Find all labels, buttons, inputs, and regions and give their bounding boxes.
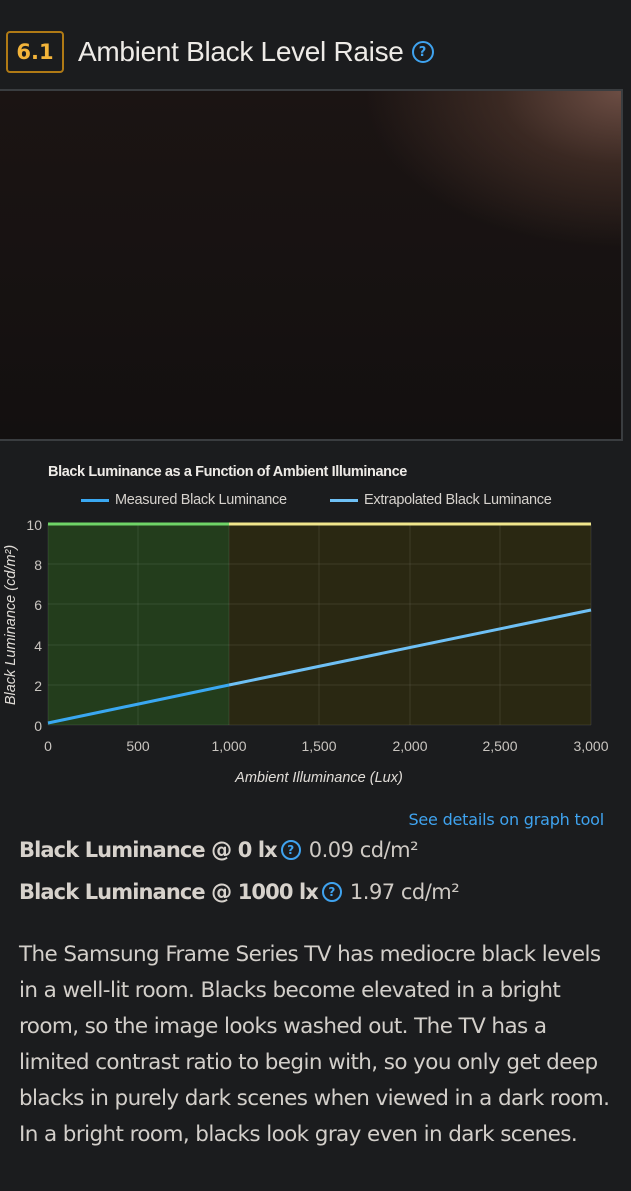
legend-label-measured: Measured Black Luminance xyxy=(115,492,287,508)
y-axis-title: Black Luminance (cd/m²) xyxy=(3,545,19,705)
svg-text:2: 2 xyxy=(34,678,42,694)
svg-text:500: 500 xyxy=(126,738,150,754)
svg-text:10: 10 xyxy=(26,517,42,533)
svg-text:2,000: 2,000 xyxy=(392,738,427,754)
x-axis-ticks: 0 500 1,000 1,500 2,000 2,500 3,000 xyxy=(44,738,609,754)
legend-item-measured[interactable]: Measured Black Luminance xyxy=(81,492,287,508)
section-header: 6.1 Ambient Black Level Raise ? xyxy=(6,31,434,73)
svg-text:1,500: 1,500 xyxy=(301,738,336,754)
graph-tool-link[interactable]: See details on graph tool xyxy=(408,810,604,829)
stat-label: Black Luminance @ 0 lx xyxy=(19,838,278,862)
question-circle-icon[interactable]: ? xyxy=(280,840,301,860)
svg-text:2,500: 2,500 xyxy=(482,738,517,754)
legend-item-extrapolated[interactable]: Extrapolated Black Luminance xyxy=(330,492,552,508)
yellow-zone xyxy=(229,524,591,725)
x-axis-title: Ambient Illuminance (Lux) xyxy=(234,770,403,786)
stat-value: 0.09 cd/m² xyxy=(308,838,419,862)
description-text: The Samsung Frame Series TV has mediocre… xyxy=(19,942,610,1147)
stat-row-0lx: Black Luminance @ 0 lx ? 0.09 cd/m² xyxy=(19,838,419,862)
question-circle-icon[interactable]: ? xyxy=(411,41,434,63)
svg-text:8: 8 xyxy=(34,557,42,573)
legend-swatch-measured xyxy=(81,498,109,502)
stat-value: 1.97 cd/m² xyxy=(349,880,460,904)
measured-line xyxy=(47,683,230,725)
chart-title: Black Luminance as a Function of Ambient… xyxy=(48,464,407,480)
stat-row-1000lx: Black Luminance @ 1000 lx ? 1.97 cd/m² xyxy=(19,880,460,904)
svg-text:3,000: 3,000 xyxy=(573,738,608,754)
svg-text:6: 6 xyxy=(34,597,42,613)
question-circle-icon[interactable]: ? xyxy=(321,882,342,902)
section-title: Ambient Black Level Raise xyxy=(78,36,404,67)
legend-swatch-extrapolated xyxy=(330,498,358,502)
grid-lines xyxy=(47,524,592,726)
svg-text:0: 0 xyxy=(34,718,42,734)
legend-label-extrapolated: Extrapolated Black Luminance xyxy=(364,492,552,508)
svg-text:1,000: 1,000 xyxy=(211,738,246,754)
section-number-badge: 6.1 xyxy=(6,31,64,73)
svg-text:4: 4 xyxy=(34,638,42,654)
chart-plot: 10 8 6 4 2 0 0 500 1,000 1,500 2,000 2,5… xyxy=(3,517,609,786)
svg-text:0: 0 xyxy=(44,738,52,754)
y-axis-ticks: 10 8 6 4 2 0 xyxy=(26,517,42,734)
extrapolated-line xyxy=(228,608,592,687)
stat-label: Black Luminance @ 1000 lx xyxy=(19,880,319,904)
test-photo[interactable] xyxy=(0,89,623,441)
